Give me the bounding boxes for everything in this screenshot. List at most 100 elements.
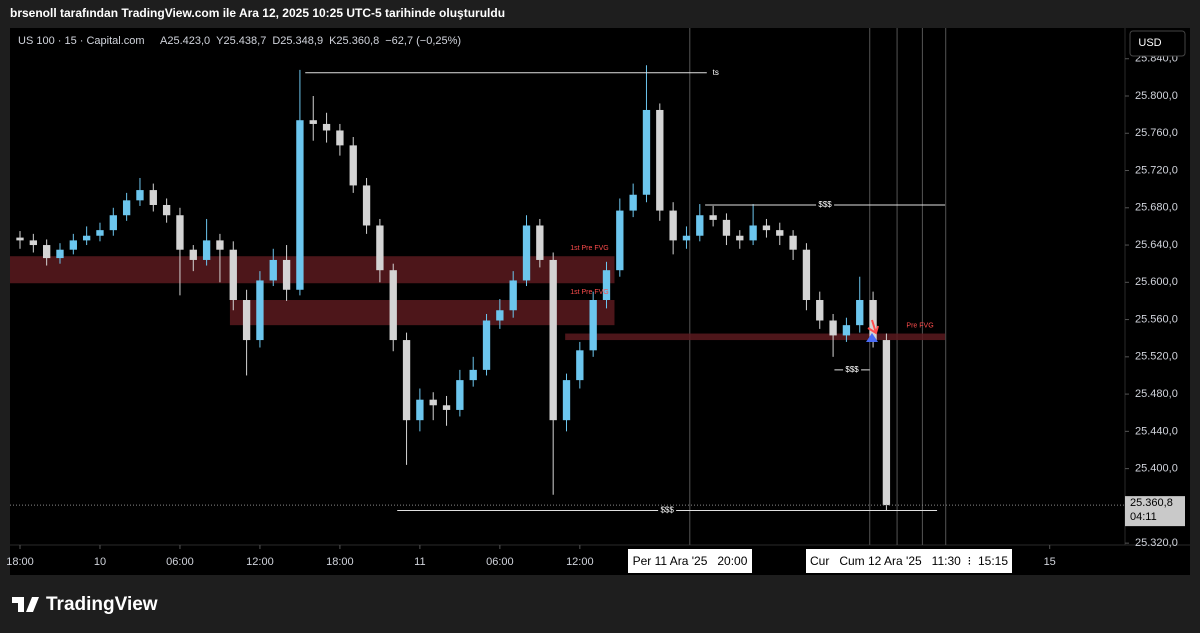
level-label-bg xyxy=(706,67,725,78)
y-tick-label: 25.480,0 xyxy=(1135,388,1178,400)
candle-body xyxy=(429,399,437,406)
symbol: US 100 · 15 · Capital.com xyxy=(18,35,145,47)
y-tick-label: 25.760,0 xyxy=(1135,127,1178,139)
candle-body xyxy=(856,300,864,326)
candle-body xyxy=(456,380,464,410)
currency[interactable]: USD xyxy=(1138,37,1161,49)
candle-body xyxy=(376,225,384,271)
signal-marker xyxy=(866,319,879,342)
crosshair-badge xyxy=(806,549,1012,573)
candle-body xyxy=(469,369,477,381)
candle-body xyxy=(69,240,77,250)
candle-body xyxy=(242,300,251,341)
candle-body xyxy=(282,259,291,290)
crosshair-label: Per 11 Ara '25 20:00 xyxy=(633,554,748,568)
candle-body xyxy=(509,280,517,311)
candle-body xyxy=(882,340,891,506)
candle-body xyxy=(562,380,571,421)
candle-body xyxy=(56,249,64,259)
candle-body xyxy=(176,215,184,250)
y-tick-label: 25.680,0 xyxy=(1135,202,1178,214)
y-tick-label: 25.800,0 xyxy=(1135,90,1178,102)
y-tick-label: 25.600,0 xyxy=(1135,276,1178,288)
x-tick-label: 06:00 xyxy=(166,556,194,568)
candle-body xyxy=(842,325,851,336)
candle-body xyxy=(749,225,757,241)
candle-body xyxy=(496,310,504,321)
crosshair-label: Cur Cum 12 Ara '25 11:30 ⁝ 15:15 xyxy=(810,554,1008,568)
candle-body xyxy=(229,249,237,301)
x-tick-label: 12:00 xyxy=(566,556,594,568)
fvg-zone xyxy=(10,256,615,284)
brand: TradingView xyxy=(46,594,158,615)
candle-body xyxy=(349,145,357,186)
ohlc-value: A25.423,0 xyxy=(160,35,210,47)
candle-body xyxy=(109,215,117,231)
candle-body xyxy=(616,210,624,271)
ohlc-value: D25.348,9 xyxy=(272,35,323,47)
candle-body xyxy=(29,240,37,246)
candle-body xyxy=(869,300,877,341)
y-tick-label: 25.520,0 xyxy=(1135,351,1178,363)
candle-body xyxy=(162,204,171,216)
x-tick-label: 18:00 xyxy=(6,556,34,568)
candle-body xyxy=(816,300,824,321)
crosshair-badge xyxy=(628,549,752,573)
last-price-label: 25.360,8 xyxy=(1130,497,1173,509)
candle-body xyxy=(629,194,637,211)
candle-body xyxy=(776,230,784,236)
level-label: $$$ xyxy=(818,200,832,209)
candle-body xyxy=(309,120,317,124)
candle-body xyxy=(762,225,771,231)
candle-body xyxy=(216,240,224,250)
x-tick-label: 11 xyxy=(414,556,425,568)
candle-body xyxy=(642,109,651,195)
caption: brsenoll tarafından TradingView.com ile … xyxy=(10,6,505,20)
candle-body xyxy=(42,245,51,259)
level-label: ts xyxy=(713,68,719,77)
zone-label: 1st Pre FVG xyxy=(570,289,609,296)
candle-body xyxy=(829,320,837,336)
fvg-zone xyxy=(565,333,946,341)
candle-body xyxy=(802,249,811,301)
candle-body xyxy=(789,235,797,250)
x-tick-label: 15 xyxy=(1044,556,1056,568)
candle-body xyxy=(736,235,744,241)
y-tick-label: 25.400,0 xyxy=(1135,463,1178,475)
candle-body xyxy=(136,190,144,201)
level-label: $$$ xyxy=(660,506,674,515)
level-label-bg xyxy=(843,364,862,375)
x-tick-label: 18:00 xyxy=(326,556,354,568)
logo-mark xyxy=(12,597,39,612)
candle-body xyxy=(256,280,264,341)
y-tick-label: 25.560,0 xyxy=(1135,313,1178,325)
candle-body xyxy=(82,235,91,241)
candle-body xyxy=(709,215,717,220)
zone-label: 1st Pre FVG xyxy=(570,245,609,252)
candle-body xyxy=(536,225,544,260)
candle-body xyxy=(202,240,211,260)
x-tick-label: 12:00 xyxy=(246,556,274,568)
candle-body xyxy=(96,230,104,236)
candle-body xyxy=(696,215,704,236)
candle-body xyxy=(589,300,597,351)
last-price-badge xyxy=(1125,496,1185,527)
marker-triangle xyxy=(866,333,878,342)
ohlc-value: K25.360,8 xyxy=(329,35,379,47)
candle-body xyxy=(269,259,277,281)
x-tick-label: 10 xyxy=(94,556,106,568)
candle-body xyxy=(402,340,411,421)
candle-body xyxy=(296,120,304,290)
candle-body xyxy=(416,399,424,421)
currency-button[interactable] xyxy=(1129,30,1186,57)
candle-body xyxy=(602,270,611,301)
y-tick-label: 25.640,0 xyxy=(1135,239,1178,251)
candle-body xyxy=(656,109,664,211)
candle-body xyxy=(576,350,584,381)
ohlc-value: −62,7 (−0,25%) xyxy=(385,35,461,47)
y-tick-label: 25.720,0 xyxy=(1135,164,1178,176)
candle-body xyxy=(549,259,557,421)
candle-body xyxy=(189,249,197,260)
level-label: $$$ xyxy=(845,365,859,374)
